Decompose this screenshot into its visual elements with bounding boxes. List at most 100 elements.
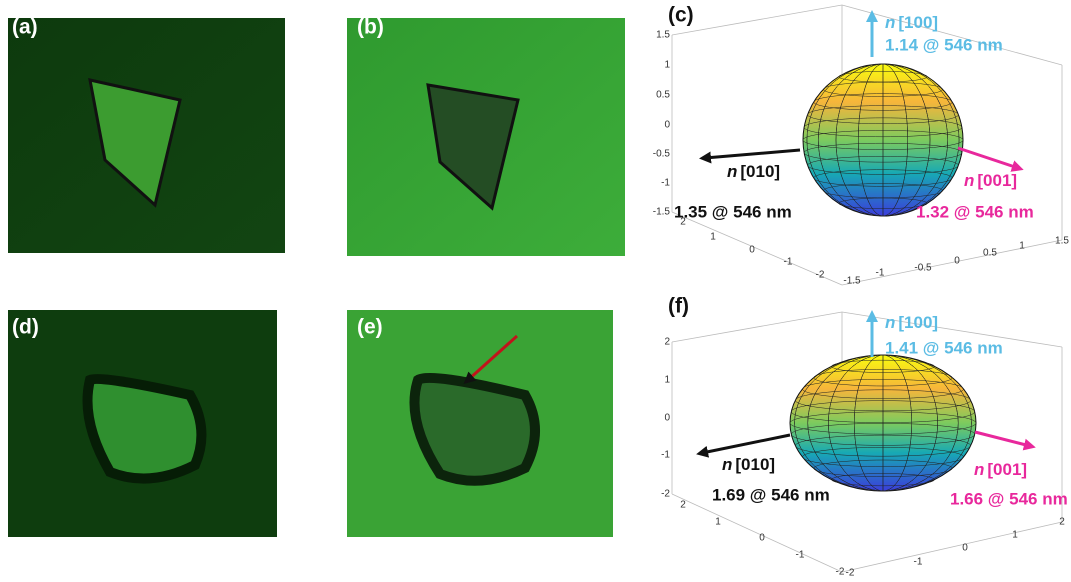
tick-label: -1.5	[653, 207, 671, 218]
axis-index: [100]	[898, 13, 938, 32]
mesh-line	[813, 369, 953, 387]
tick-label: 0	[954, 256, 960, 267]
axis-line	[671, 493, 843, 573]
crystal	[88, 78, 182, 208]
axis-line	[671, 211, 843, 286]
tick-label: 1	[1019, 241, 1025, 252]
panel-label: (a)	[12, 16, 38, 39]
mesh-line	[794, 354, 972, 492]
tick-label: 0	[759, 533, 765, 544]
mesh-line	[791, 400, 975, 423]
crystal	[409, 372, 540, 486]
axis-label: n [100]	[885, 13, 938, 32]
tick-label: 1	[1012, 530, 1018, 541]
axis-line	[671, 311, 843, 343]
axis-label: n [010]	[722, 455, 775, 474]
axis-symbol: n	[964, 171, 974, 190]
tick-label: -0.5	[653, 149, 671, 160]
panel-label: (b)	[357, 16, 384, 39]
panel-label: (d)	[12, 316, 39, 339]
axis-index: [100]	[898, 313, 938, 332]
tick-label: -2	[846, 568, 855, 577]
index-value: 1.69 @ 546 nm	[712, 485, 830, 504]
axis-line	[841, 521, 1063, 573]
tick-label: 1	[664, 60, 670, 71]
axis-line	[841, 239, 1063, 286]
tick-label: 0	[749, 245, 755, 256]
tick-label: 0	[962, 543, 968, 554]
tick-label: -1	[914, 557, 923, 568]
panel-label: (e)	[357, 316, 383, 339]
tick-label: 0.5	[656, 90, 670, 101]
tick-label: -2	[816, 270, 825, 281]
mesh-line	[831, 359, 935, 373]
mesh-line	[803, 142, 963, 163]
index-value: 1.32 @ 546 nm	[916, 202, 1034, 221]
axis-label: n [100]	[885, 313, 938, 332]
axis-label: n [010]	[727, 162, 780, 181]
tick-label: 0.5	[983, 248, 997, 259]
mesh-line	[813, 169, 953, 187]
panel-label: (c)	[668, 4, 694, 27]
tick-label: 1.5	[1055, 236, 1069, 247]
axis-line	[671, 4, 843, 36]
axis-index: [010]	[735, 455, 775, 474]
mesh-line	[813, 93, 953, 111]
tick-label: 2	[680, 217, 686, 228]
mesh-line	[813, 459, 953, 477]
tick-label: 1	[710, 232, 716, 243]
axis-label: n [001]	[974, 460, 1027, 479]
tick-label: -1	[661, 178, 670, 189]
tick-label: -1	[876, 268, 885, 279]
pointer-arrow	[463, 334, 519, 385]
mesh-line	[802, 447, 964, 467]
mesh-line	[795, 434, 971, 457]
axis-arrow	[696, 433, 791, 458]
mesh-line	[823, 81, 943, 97]
tick-label: -1	[784, 257, 793, 268]
index-value: 1.41 @ 546 nm	[885, 338, 1003, 357]
tick-label: -1	[796, 550, 805, 561]
axis-symbol: n	[722, 455, 732, 474]
tick-label: -1	[661, 450, 670, 461]
index-value: 1.66 @ 546 nm	[950, 489, 1068, 508]
tick-label: 0	[664, 413, 670, 424]
tick-label: -0.5	[914, 263, 932, 274]
mesh-line	[795, 389, 971, 412]
axis-line	[841, 311, 1063, 348]
axis-arrow	[957, 146, 1024, 172]
axis-index: [001]	[987, 460, 1027, 479]
axis-symbol: n	[727, 162, 737, 181]
mesh-line	[838, 197, 928, 209]
axis-index: [010]	[740, 162, 780, 181]
tick-label: 2	[1059, 517, 1065, 528]
mesh-line	[802, 130, 964, 150]
axis-symbol: n	[974, 460, 984, 479]
tick-label: 0	[664, 120, 670, 131]
tick-label: 2	[664, 337, 670, 348]
tick-label: -2	[836, 567, 845, 577]
mesh-line	[807, 156, 959, 175]
tick-label: -1.5	[843, 276, 861, 287]
tick-label: -2	[661, 489, 670, 500]
index-value: 1.35 @ 546 nm	[674, 202, 792, 221]
axis-symbol: n	[885, 13, 895, 32]
mesh-line	[802, 379, 964, 399]
tick-label: 1	[715, 517, 721, 528]
crystal	[82, 374, 207, 484]
tick-label: 1.5	[656, 30, 670, 41]
mesh-line	[803, 117, 963, 138]
mesh-line	[806, 63, 960, 217]
axis-arrow	[974, 430, 1036, 451]
axis-line	[841, 4, 1063, 66]
index-value: 1.14 @ 546 nm	[885, 35, 1003, 54]
mesh-line	[807, 105, 959, 124]
panel-label: (f)	[668, 295, 689, 318]
mesh-line	[791, 423, 975, 446]
axis-arrow	[699, 148, 801, 164]
mesh-line	[831, 473, 935, 487]
mesh-line	[789, 411, 977, 435]
tick-label: 2	[680, 500, 686, 511]
axis-index: [001]	[977, 171, 1017, 190]
